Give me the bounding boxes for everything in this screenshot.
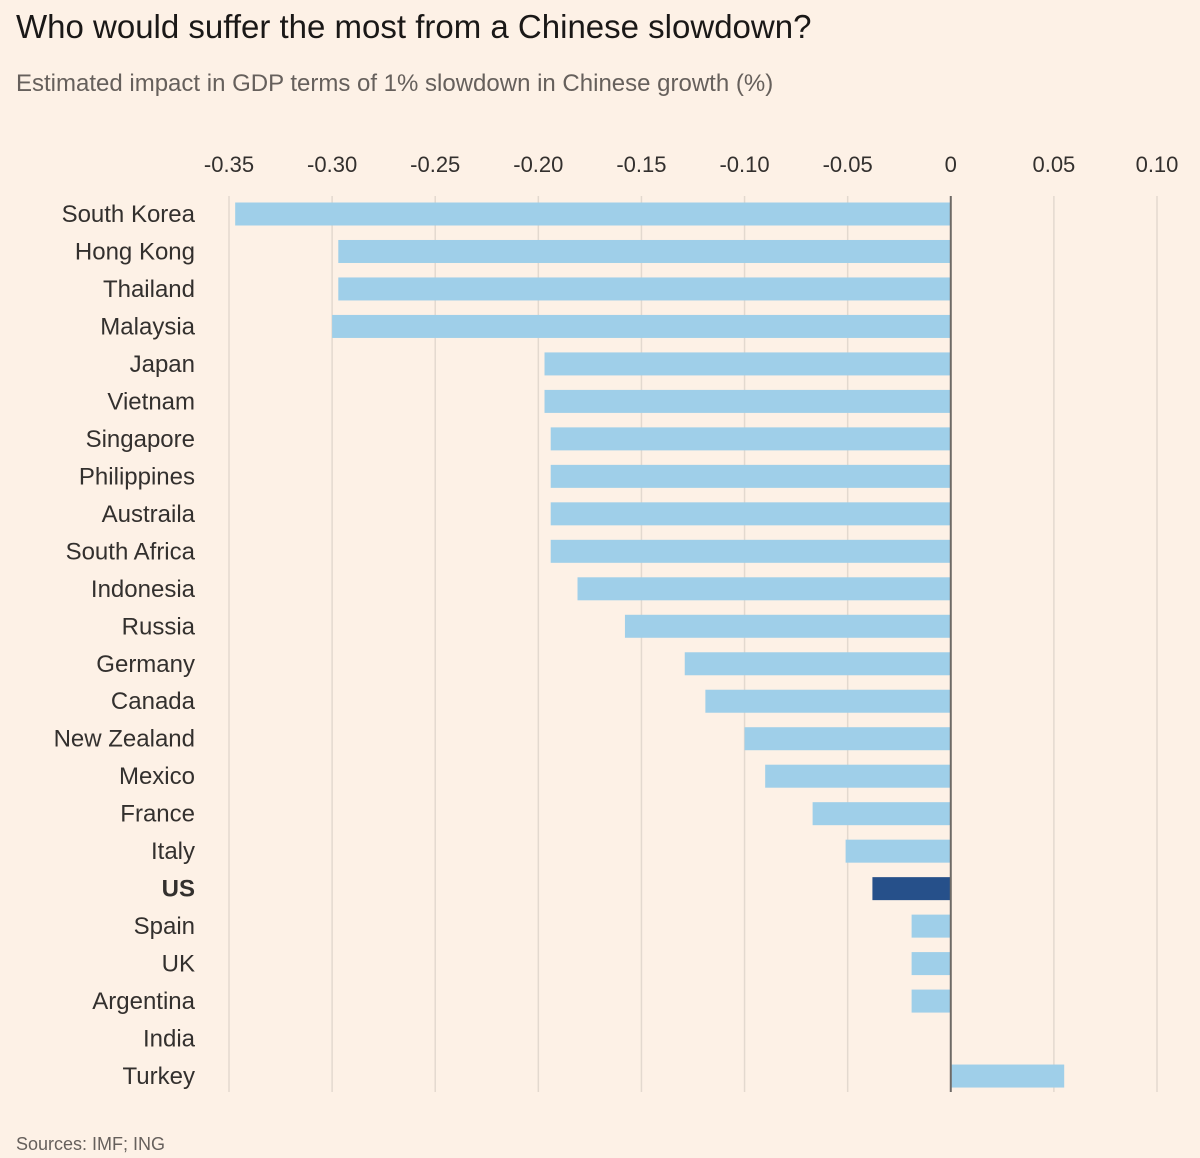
bar <box>744 727 951 751</box>
bar <box>911 989 951 1013</box>
chart-subtitle: Estimated impact in GDP terms of 1% slow… <box>16 70 774 97</box>
category-label: US <box>162 876 195 903</box>
chart-title: Who would suffer the most from a Chinese… <box>16 8 812 45</box>
bar <box>550 502 951 526</box>
x-tick-label: -0.35 <box>204 152 254 177</box>
category-label: Vietnam <box>107 388 195 415</box>
category-label: New Zealand <box>54 726 195 753</box>
bar <box>550 539 951 563</box>
bar <box>338 277 951 301</box>
x-tick-label: -0.15 <box>616 152 666 177</box>
category-label: Singapore <box>86 426 195 453</box>
bar <box>550 427 951 451</box>
x-tick-label: -0.20 <box>513 152 563 177</box>
category-label: South Africa <box>66 538 196 565</box>
category-label: South Korea <box>62 201 196 228</box>
x-axis-ticks: -0.35 -0.30 -0.25 -0.20 -0.15 -0.10 -0.05 0 0.05… <box>204 152 1178 177</box>
category-label: Japan <box>130 351 195 378</box>
bar <box>705 689 951 713</box>
category-label: Argentina <box>92 988 195 1015</box>
bar <box>332 314 951 338</box>
category-label: Russia <box>122 613 196 640</box>
bar <box>235 202 951 226</box>
category-label: Malaysia <box>100 313 195 340</box>
category-label: Hong Kong <box>75 238 195 265</box>
x-tick-label: -0.05 <box>823 152 873 177</box>
bar <box>950 1064 1065 1088</box>
bar <box>765 764 951 788</box>
category-label: UK <box>162 951 195 978</box>
category-label: Germany <box>96 651 195 678</box>
category-labels: South Korea Hong Kong Thailand Malaysia Japa… <box>54 201 196 1090</box>
bar <box>911 914 951 938</box>
bar <box>550 464 951 488</box>
bar <box>684 652 951 676</box>
x-tick-label: -0.25 <box>410 152 460 177</box>
category-label: India <box>143 1026 196 1053</box>
bar <box>544 389 951 413</box>
category-label: Austraila <box>102 501 196 528</box>
bar <box>845 839 951 863</box>
bar <box>624 614 951 638</box>
category-label: Philippines <box>79 463 195 490</box>
bars <box>235 202 1065 1088</box>
x-tick-label: -0.10 <box>719 152 769 177</box>
category-label: France <box>120 801 195 828</box>
x-tick-label: 0.10 <box>1136 152 1179 177</box>
category-label: Turkey <box>123 1063 195 1090</box>
bar <box>577 577 951 601</box>
bar <box>544 352 951 376</box>
category-label: Thailand <box>103 276 195 303</box>
x-tick-label: 0 <box>945 152 957 177</box>
x-tick-label: -0.30 <box>307 152 357 177</box>
category-label: Spain <box>134 913 195 940</box>
source-note: Sources: IMF; ING <box>16 1134 166 1154</box>
category-label: Mexico <box>119 763 195 790</box>
bar <box>872 877 951 901</box>
category-label: Italy <box>151 838 195 865</box>
bar <box>812 802 951 826</box>
bar <box>338 239 951 263</box>
x-tick-label: 0.05 <box>1032 152 1075 177</box>
bar <box>911 952 951 976</box>
category-label: Indonesia <box>91 576 196 603</box>
category-label: Canada <box>111 688 196 715</box>
